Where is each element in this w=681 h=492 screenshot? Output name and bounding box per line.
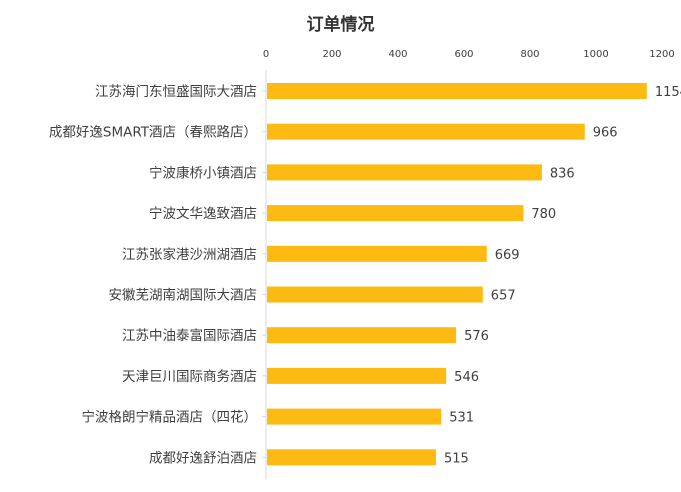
category-label: 成都好逸SMART酒店（春熙路店） xyxy=(49,125,257,141)
category-label: 安徽芜湖南湖国际大酒店 xyxy=(109,288,258,304)
bar xyxy=(267,367,447,384)
bar xyxy=(267,245,487,262)
x-tick-label: 1200 xyxy=(649,49,674,60)
x-tick-label: 0 xyxy=(263,49,269,60)
data-label: 669 xyxy=(495,248,520,263)
bar xyxy=(267,449,436,466)
x-tick-label: 800 xyxy=(520,49,539,60)
category-label: 江苏中油泰富国际酒店 xyxy=(122,327,257,344)
data-label: 576 xyxy=(464,329,489,344)
x-tick-label: 400 xyxy=(388,49,407,60)
category-label: 宁波康桥小镇酒店 xyxy=(149,164,257,181)
data-label: 657 xyxy=(491,289,516,304)
data-label: 836 xyxy=(550,166,575,181)
category-label: 天津巨川国际商务酒店 xyxy=(122,369,257,385)
data-label: 780 xyxy=(531,207,556,222)
data-label: 1154 xyxy=(655,85,681,100)
data-label: 546 xyxy=(454,370,479,385)
bar xyxy=(267,205,524,222)
data-label: 966 xyxy=(593,126,618,141)
category-label: 宁波文华逸致酒店 xyxy=(149,205,257,222)
bar xyxy=(267,83,647,99)
x-tick-label: 1000 xyxy=(583,49,608,60)
bar xyxy=(267,164,542,181)
bar xyxy=(267,123,585,140)
bar xyxy=(267,408,442,425)
data-label: 531 xyxy=(449,411,474,426)
category-label: 江苏张家港沙洲湖酒店 xyxy=(122,246,257,263)
bar xyxy=(267,286,483,303)
category-label: 成都好逸舒泊酒店 xyxy=(149,450,257,466)
bar xyxy=(267,327,457,344)
category-label: 江苏海门东恒盛国际大酒店 xyxy=(95,84,257,100)
data-label: 515 xyxy=(444,451,469,466)
x-tick-label: 600 xyxy=(454,49,473,60)
category-label: 宁波格朗宁精品酒店（四花） xyxy=(82,409,258,426)
x-tick-label: 200 xyxy=(322,49,341,60)
chart-title: 订单情况 xyxy=(306,15,375,35)
